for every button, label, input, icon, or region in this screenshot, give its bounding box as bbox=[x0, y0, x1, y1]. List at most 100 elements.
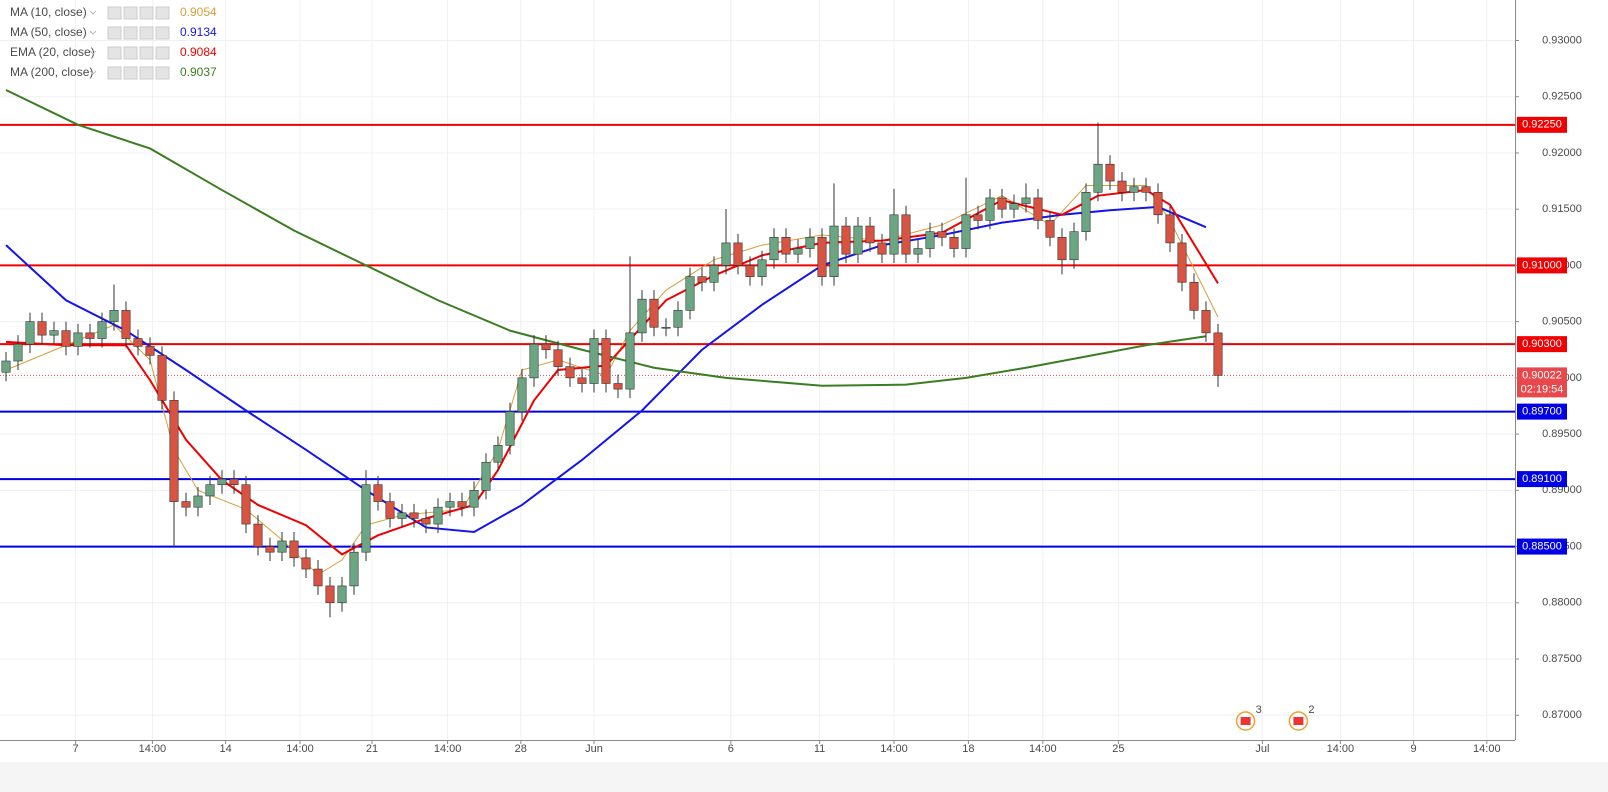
legend-caret bbox=[89, 70, 97, 75]
candle-body bbox=[949, 236, 959, 249]
candle-body bbox=[1069, 231, 1079, 261]
candle-body bbox=[1057, 236, 1067, 261]
candle-body bbox=[853, 225, 863, 255]
candle-body bbox=[25, 321, 35, 345]
candle-body bbox=[385, 501, 395, 519]
candle-body bbox=[157, 355, 167, 401]
candle-body bbox=[1117, 180, 1127, 193]
candle-body bbox=[205, 484, 215, 497]
x-tick-label: Jul bbox=[1255, 743, 1269, 755]
legend-icon bbox=[155, 66, 170, 80]
x-tick-label: 14:00 bbox=[139, 743, 167, 755]
candle-body bbox=[133, 338, 143, 347]
candle-body bbox=[37, 321, 47, 336]
candle-body bbox=[625, 332, 635, 390]
x-tick-label: 14:00 bbox=[1473, 743, 1501, 755]
last-price-label: 0.90022 bbox=[1522, 369, 1562, 381]
candle-body bbox=[781, 236, 791, 255]
candle-body bbox=[637, 298, 647, 334]
indicator-line bbox=[5, 185, 1219, 576]
candle-body bbox=[649, 298, 659, 328]
candle-body bbox=[181, 501, 191, 508]
legend-value: 0.9084 bbox=[180, 45, 217, 59]
candle-body bbox=[121, 310, 131, 339]
x-tick-label: 28 bbox=[515, 743, 527, 755]
candle-body bbox=[493, 445, 503, 463]
candle-body bbox=[901, 214, 911, 255]
candle-body bbox=[517, 377, 527, 412]
candle-body bbox=[289, 540, 299, 559]
bottom-toolbar bbox=[0, 762, 1608, 792]
candle-body bbox=[49, 330, 59, 336]
candle-body bbox=[301, 557, 311, 570]
candle-body bbox=[313, 568, 323, 587]
x-tick-label: 14:00 bbox=[286, 743, 314, 755]
candle-body bbox=[361, 484, 371, 553]
candle-body bbox=[709, 265, 719, 283]
candle-body bbox=[829, 225, 839, 277]
candle-body bbox=[685, 276, 695, 311]
x-tick-label: 21 bbox=[366, 743, 378, 755]
candle-body bbox=[61, 330, 71, 347]
legend-icon bbox=[155, 46, 170, 60]
candle-body bbox=[745, 265, 755, 277]
legend-icon bbox=[107, 26, 122, 40]
candle-body bbox=[577, 377, 587, 384]
candle-body bbox=[565, 366, 575, 379]
candle-body bbox=[337, 585, 347, 604]
y-tick-label: 0.87500 bbox=[1542, 653, 1582, 665]
candle-body bbox=[457, 501, 467, 508]
candle-body bbox=[841, 225, 851, 255]
x-tick-label: 25 bbox=[1112, 743, 1124, 755]
indicator-line bbox=[5, 205, 1207, 533]
candle-body bbox=[1093, 163, 1103, 193]
level-label: 0.91000 bbox=[1522, 259, 1562, 271]
event-count: 3 bbox=[1256, 704, 1262, 716]
candle-body bbox=[469, 490, 479, 508]
legend: MA (10, close) 0.9054 MA (50, close) 0.9134… bbox=[10, 5, 217, 80]
candle-body bbox=[145, 346, 155, 356]
candle-body bbox=[1201, 310, 1211, 334]
candle-body bbox=[349, 551, 359, 587]
candle-body bbox=[541, 343, 551, 351]
legend-icon bbox=[123, 6, 138, 20]
legend-value: 0.9037 bbox=[180, 65, 217, 79]
x-tick-label: 14:00 bbox=[880, 743, 908, 755]
candle-body bbox=[697, 276, 707, 283]
legend-name: MA (200, close) bbox=[10, 65, 93, 79]
candle-body bbox=[553, 349, 563, 367]
candle-body bbox=[1153, 192, 1163, 216]
x-tick-label: Jun bbox=[585, 743, 603, 755]
grid bbox=[0, 0, 1515, 740]
candle-body bbox=[877, 242, 887, 255]
legend-caret bbox=[89, 10, 97, 15]
candle-body bbox=[1021, 197, 1031, 204]
candle-body bbox=[1009, 203, 1019, 210]
candle-body bbox=[1045, 220, 1055, 238]
candle-body bbox=[373, 484, 383, 502]
candle-body bbox=[613, 383, 623, 390]
level-label: 0.89700 bbox=[1522, 406, 1562, 418]
candle-body bbox=[889, 214, 899, 255]
level-label: 0.90300 bbox=[1522, 338, 1562, 350]
candle-body bbox=[1165, 214, 1175, 244]
level-label-box bbox=[1517, 116, 1567, 133]
candle-body bbox=[769, 236, 779, 261]
candle-body bbox=[1189, 281, 1199, 311]
countdown: 02:19:54 bbox=[1521, 383, 1564, 395]
level-label: 0.92250 bbox=[1522, 119, 1562, 131]
legend-icon bbox=[139, 46, 154, 60]
x-tick-label: 7 bbox=[73, 743, 79, 755]
x-tick-label: 18 bbox=[962, 743, 974, 755]
candle-body bbox=[1033, 197, 1043, 221]
y-tick-label: 0.87000 bbox=[1542, 709, 1582, 721]
candle-body bbox=[505, 411, 515, 446]
candle-body bbox=[277, 540, 287, 553]
candle-body bbox=[169, 400, 179, 502]
candle-body bbox=[193, 495, 203, 508]
candle-body bbox=[1, 360, 11, 373]
x-tick-label: 14:00 bbox=[434, 743, 462, 755]
legend-value: 0.9134 bbox=[180, 25, 217, 39]
candle-body bbox=[409, 512, 419, 519]
candle-body bbox=[997, 197, 1007, 210]
